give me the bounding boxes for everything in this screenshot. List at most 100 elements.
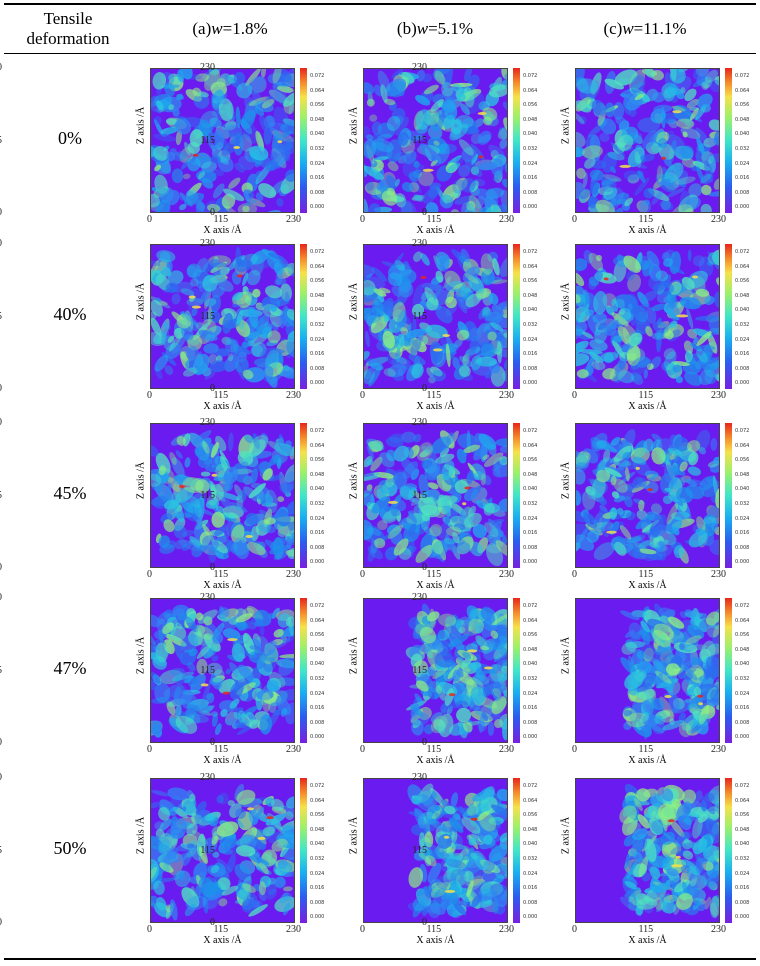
colorbar-tick-label: 0.048 <box>310 471 325 478</box>
x-tick-label: 115 <box>426 924 442 935</box>
colorbar-tick-label: 0.064 <box>735 263 750 270</box>
colorbar-tick-label: 0.040 <box>310 841 325 848</box>
colorbar-tick-label: 0.032 <box>523 322 538 328</box>
x-tick-label: 0 <box>147 924 152 935</box>
y-tick-label: 115 <box>200 134 215 146</box>
colorbar-tick-label: 0.008 <box>523 189 538 196</box>
colorbar <box>300 778 307 923</box>
x-axis-label: X axis /Å <box>628 580 667 591</box>
colorbar-tick-label: 0.064 <box>310 442 325 449</box>
density-map-image <box>575 598 720 743</box>
colorbar-tick-label: 0.040 <box>310 307 325 314</box>
y-tick-label: 230 <box>412 238 427 249</box>
colorbar-tick-label: 0.072 <box>523 783 538 789</box>
colorbar-tick-label: 0.016 <box>735 885 750 892</box>
colorbar-tick-label: 0.040 <box>310 486 325 493</box>
colorbar-tick-label: 0.024 <box>735 515 750 522</box>
colorbar-tick-label: 0.056 <box>523 812 538 819</box>
colorbar-tick-label: 0.056 <box>523 457 538 464</box>
x-axis-label: X axis /Å <box>628 755 667 766</box>
y-axis-label: Z axis /Å <box>348 282 360 321</box>
y-tick-label: 230 <box>0 238 2 249</box>
density-map-svg <box>151 424 294 567</box>
colorbar-tick-label: 0.072 <box>310 249 325 255</box>
colorbar-tick-label: 0.000 <box>523 204 538 211</box>
x-tick-label: 230 <box>711 924 726 935</box>
y-tick-label: 0 <box>422 917 427 928</box>
y-axis-label: Z axis /Å <box>560 106 572 145</box>
colorbar-tick-label: 0.056 <box>523 278 538 285</box>
y-tick-label: 115 <box>0 490 2 501</box>
colorbar-tick-label: 0.032 <box>310 146 325 152</box>
y-tick-label: 0 <box>422 562 427 573</box>
colorbar-tick-label: 0.032 <box>310 856 325 862</box>
y-tick-label: 230 <box>0 62 2 73</box>
colorbar-tick-label: 0.016 <box>310 530 325 537</box>
x-tick-label: 0 <box>572 214 577 225</box>
colorbar-tick-label: 0.024 <box>735 336 750 343</box>
density-map-image <box>575 244 720 389</box>
density-map-svg <box>576 424 719 567</box>
y-axis-label: Z axis /Å <box>560 816 572 855</box>
x-tick-label: 115 <box>213 924 229 935</box>
header-row-label-line2: deformation <box>26 29 110 48</box>
colorbar-tick-label: 0.008 <box>310 544 325 551</box>
x-tick-label: 0 <box>572 924 577 935</box>
y-axis-label: Z axis /Å <box>560 282 572 321</box>
colorbar-tick-label: 0.016 <box>310 175 325 182</box>
colorbar-tick-label: 0.064 <box>735 87 750 94</box>
x-tick-label: 115 <box>426 744 442 755</box>
colorbar-tick-label: 0.000 <box>523 380 538 387</box>
colorbar-tick-label: 0.032 <box>735 856 750 862</box>
x-tick-label: 0 <box>360 569 365 580</box>
density-map-svg <box>151 779 294 922</box>
x-tick-label: 0 <box>147 390 152 401</box>
x-tick-label: 115 <box>638 390 654 401</box>
colorbar-tick-label: 0.008 <box>735 719 750 726</box>
x-axis-label: X axis /Å <box>416 401 455 412</box>
colorbar-tick-label: 0.056 <box>310 278 325 285</box>
x-axis-label: X axis /Å <box>416 580 455 591</box>
y-tick-label: 115 <box>412 664 427 676</box>
y-tick-label: 115 <box>412 134 427 146</box>
colorbar-tick-label: 0.008 <box>310 365 325 372</box>
x-tick-label: 115 <box>213 214 229 225</box>
colorbar-tick-label: 0.032 <box>735 322 750 328</box>
y-tick-label: 230 <box>200 772 215 783</box>
y-tick-label: 115 <box>200 664 215 676</box>
colorbar-tick-label: 0.056 <box>310 102 325 109</box>
column-header-a-prefix: (a) <box>192 19 212 38</box>
colorbar-tick-label: 0.024 <box>735 870 750 877</box>
colorbar-tick-label: 0.040 <box>735 486 750 493</box>
density-map-image <box>150 244 295 389</box>
y-axis-label: Z axis /Å <box>135 282 147 321</box>
header-row-label-line1: Tensile <box>43 9 93 28</box>
x-tick-label: 230 <box>286 569 301 580</box>
x-tick-label: 115 <box>638 924 654 935</box>
density-map-image <box>575 423 720 568</box>
colorbar-tick-label: 0.032 <box>735 501 750 507</box>
colorbar-tick-label: 0.064 <box>735 797 750 804</box>
y-tick-label: 0 <box>0 737 2 748</box>
colorbar <box>513 68 520 213</box>
colorbar-tick-label: 0.056 <box>735 278 750 285</box>
colorbar-tick-label: 0.000 <box>735 734 750 741</box>
colorbar-tick-label: 0.048 <box>310 826 325 833</box>
colorbar-tick-label: 0.008 <box>735 899 750 906</box>
column-header-a-var: w <box>211 19 223 38</box>
y-tick-label: 230 <box>200 238 215 249</box>
row-label: 40% <box>53 304 87 324</box>
colorbar-tick-label: 0.008 <box>523 544 538 551</box>
column-header-c-prefix: (c) <box>603 19 623 38</box>
colorbar-tick-label: 0.032 <box>735 146 750 152</box>
density-map-svg <box>364 599 507 742</box>
colorbar-tick-label: 0.072 <box>735 428 750 434</box>
y-tick-label: 0 <box>422 207 427 218</box>
colorbar-tick-label: 0.016 <box>310 705 325 712</box>
colorbar-tick-label: 0.024 <box>310 336 325 343</box>
density-map-image <box>363 778 508 923</box>
colorbar-tick-label: 0.040 <box>735 131 750 138</box>
y-tick-label: 230 <box>200 592 215 603</box>
density-map-image <box>150 423 295 568</box>
colorbar-tick-label: 0.048 <box>523 471 538 478</box>
